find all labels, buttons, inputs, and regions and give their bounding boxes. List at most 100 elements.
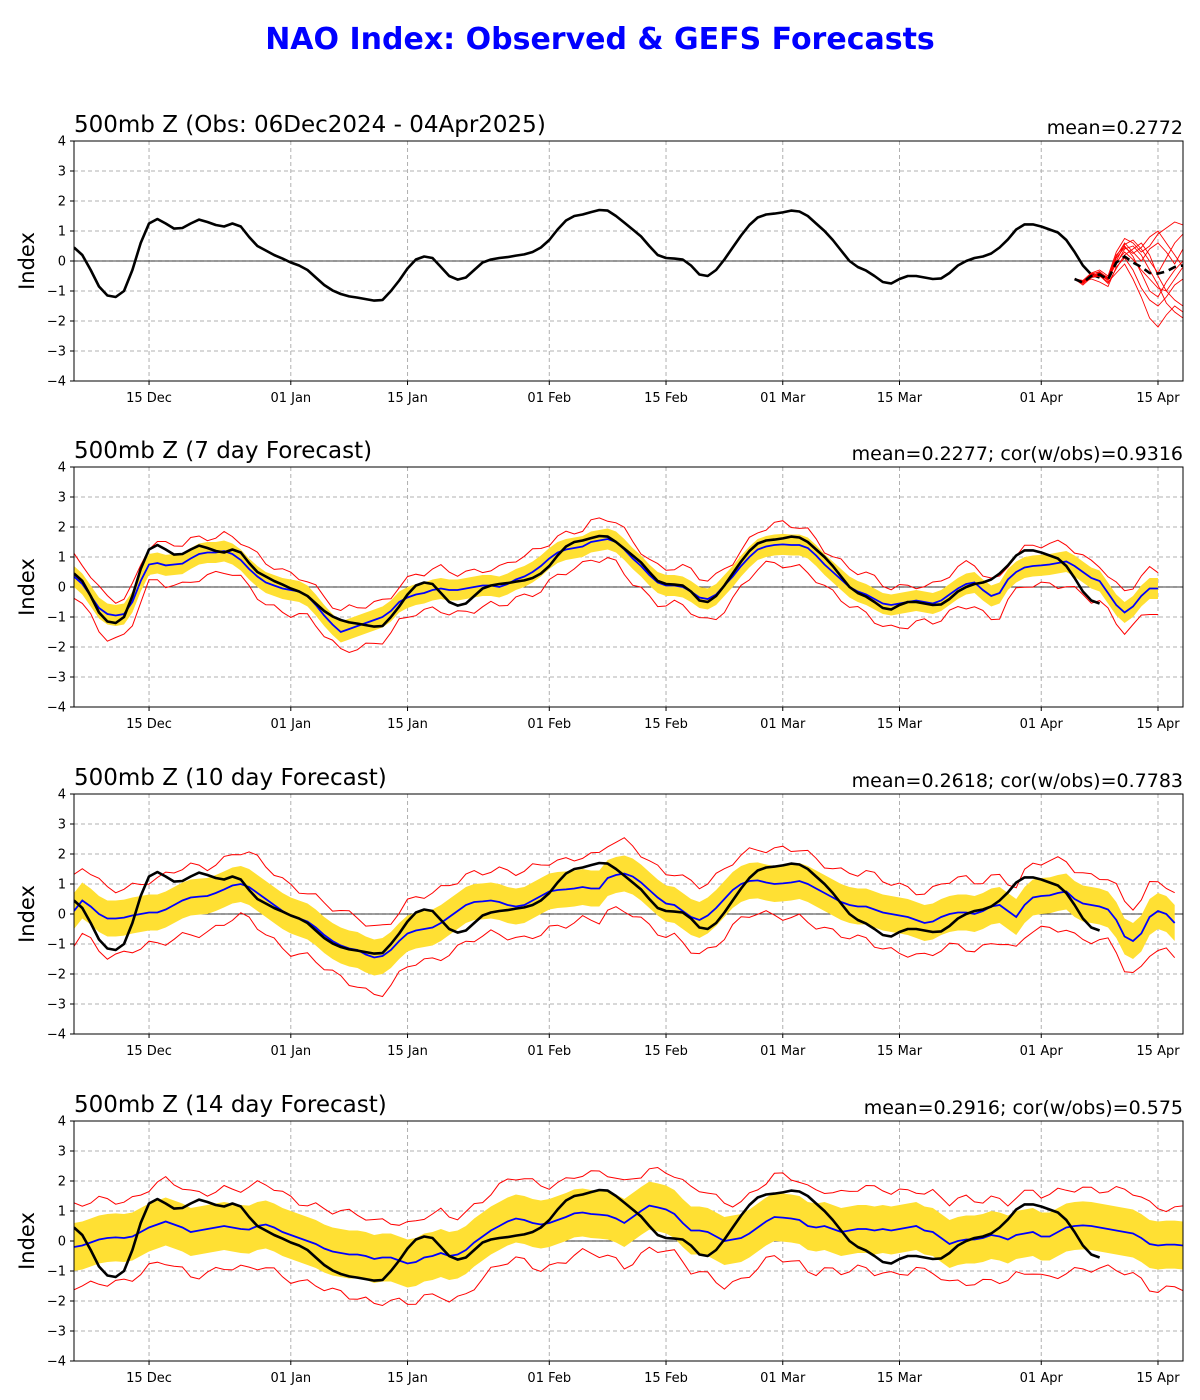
y-tick-label: −3: [47, 671, 66, 686]
y-tick-label: 3: [58, 818, 66, 833]
observed-line: [74, 208, 1101, 302]
panel-1: −4 −3 −2 −1 0 1 2 3 4 15 Dec 01 Jan 15 Jan 01 Feb 15 …: [15, 112, 1184, 406]
y-axis-label: Index: [15, 1212, 39, 1270]
x-tick-label: 15 Apr: [1136, 391, 1180, 406]
y-tick-label: 1: [58, 551, 66, 566]
y-tick-label: −1: [47, 938, 66, 953]
y-tick-label: −3: [47, 345, 66, 360]
member-envelope-lower: [74, 906, 1176, 998]
y-tick-label: 4: [58, 1115, 66, 1130]
x-tick-label: 01 Feb: [527, 391, 571, 406]
x-tick-label: 15 Dec: [126, 1371, 172, 1386]
panel-2: −4 −3 −2 −1 0 1 2 3 4 15 Dec 01 Jan 15 Jan 01 Feb 15 …: [15, 438, 1184, 732]
member-envelope-lower: [74, 557, 1158, 654]
y-axis-label: Index: [15, 558, 39, 616]
y-tick-label: −1: [47, 1265, 66, 1280]
forecast-mean-line: [1074, 254, 1183, 285]
plot-area: [74, 1166, 1183, 1307]
panel-title: 500mb Z (14 day Forecast): [74, 1092, 387, 1118]
y-tick-label: 0: [58, 581, 66, 596]
x-tick-label: 01 Mar: [760, 1371, 806, 1386]
y-tick-label: 1: [58, 1205, 66, 1220]
y-tick-label: −2: [47, 968, 66, 983]
plot-area: [74, 837, 1176, 998]
y-tick-label: 2: [58, 195, 66, 210]
x-tick-label: 01 Apr: [1020, 391, 1064, 406]
member-envelope-upper: [74, 1166, 1183, 1226]
panel-title: 500mb Z (10 day Forecast): [74, 765, 387, 791]
forecast-member-line: [1074, 233, 1183, 283]
panel-stats: mean=0.2618; cor(w/obs)=0.7783: [852, 770, 1183, 792]
x-tick-label: 15 Apr: [1136, 1044, 1180, 1059]
forecast-member-line: [1074, 257, 1183, 307]
panel-stats: mean=0.2916; cor(w/obs)=0.575: [864, 1097, 1183, 1119]
y-tick-label: −2: [47, 315, 66, 330]
y-tick-label: 0: [58, 908, 66, 923]
y-tick-label: −4: [47, 1028, 66, 1043]
y-tick-label: −1: [47, 285, 66, 300]
ensemble-spread: [74, 1181, 1183, 1288]
x-tick-label: 01 Mar: [760, 717, 806, 732]
x-tick-label: 15 Feb: [644, 1371, 688, 1386]
forecast-member-line: [1074, 221, 1183, 281]
y-tick-label: −1: [47, 611, 66, 626]
y-tick-label: 2: [58, 848, 66, 863]
x-tick-label: 01 Apr: [1020, 1044, 1064, 1059]
panel-stats: mean=0.2277; cor(w/obs)=0.9316: [852, 443, 1183, 465]
x-tick-label: 15 Mar: [877, 717, 923, 732]
plot-area: [74, 517, 1159, 654]
y-tick-label: 3: [58, 491, 66, 506]
x-tick-label: 01 Jan: [270, 1044, 311, 1059]
y-tick-label: −2: [47, 641, 66, 656]
panel-title: 500mb Z (Obs: 06Dec2024 - 04Apr2025): [74, 112, 546, 138]
y-tick-label: 4: [58, 461, 66, 476]
y-tick-label: 4: [58, 788, 66, 803]
figure-title: NAO Index: Observed & GEFS Forecasts: [265, 22, 935, 57]
x-tick-label: 01 Apr: [1020, 717, 1064, 732]
panel-stats: mean=0.2772: [1047, 117, 1183, 139]
forecast-member-line: [1074, 242, 1183, 307]
y-tick-label: −4: [47, 375, 66, 390]
x-tick-label: 15 Dec: [126, 391, 172, 406]
x-tick-label: 01 Jan: [270, 1371, 311, 1386]
y-tick-label: −3: [47, 1325, 66, 1340]
y-tick-label: 3: [58, 1145, 66, 1160]
x-tick-label: 01 Apr: [1020, 1371, 1064, 1386]
x-tick-label: 01 Feb: [527, 1044, 571, 1059]
panel-title: 500mb Z (7 day Forecast): [74, 438, 372, 464]
x-tick-label: 01 Feb: [527, 717, 571, 732]
forecast-member-line: [1074, 245, 1183, 298]
x-tick-label: 01 Mar: [760, 391, 806, 406]
plot-area: [74, 208, 1183, 328]
member-envelope-lower: [74, 1246, 1183, 1307]
x-tick-label: 15 Jan: [387, 391, 428, 406]
x-tick-label: 15 Apr: [1136, 1371, 1180, 1386]
x-tick-label: 15 Jan: [387, 717, 428, 732]
y-tick-label: 0: [58, 255, 66, 270]
ensemble-spread: [74, 528, 1158, 643]
forecast-member-line: [1074, 263, 1183, 328]
y-tick-label: 1: [58, 225, 66, 240]
observed-line: [74, 534, 1101, 628]
forecast-member-line: [1074, 230, 1183, 284]
x-tick-label: 15 Feb: [644, 391, 688, 406]
y-tick-label: 2: [58, 521, 66, 536]
x-tick-label: 15 Dec: [126, 717, 172, 732]
observed-line: [74, 1188, 1101, 1282]
x-tick-label: 15 Dec: [126, 1044, 172, 1059]
y-tick-label: 2: [58, 1175, 66, 1190]
y-axis-label: Index: [15, 885, 39, 943]
y-tick-label: −4: [47, 701, 66, 716]
x-tick-label: 15 Jan: [387, 1371, 428, 1386]
x-tick-label: 15 Feb: [644, 717, 688, 732]
x-tick-label: 01 Jan: [270, 717, 311, 732]
ensemble-spread: [74, 855, 1175, 976]
x-tick-label: 15 Jan: [387, 1044, 428, 1059]
y-tick-label: 1: [58, 878, 66, 893]
x-tick-label: 15 Apr: [1136, 717, 1180, 732]
member-envelope-upper: [74, 837, 1175, 927]
y-tick-label: 0: [58, 1235, 66, 1250]
x-tick-label: 01 Jan: [270, 391, 311, 406]
x-tick-label: 01 Mar: [760, 1044, 806, 1059]
